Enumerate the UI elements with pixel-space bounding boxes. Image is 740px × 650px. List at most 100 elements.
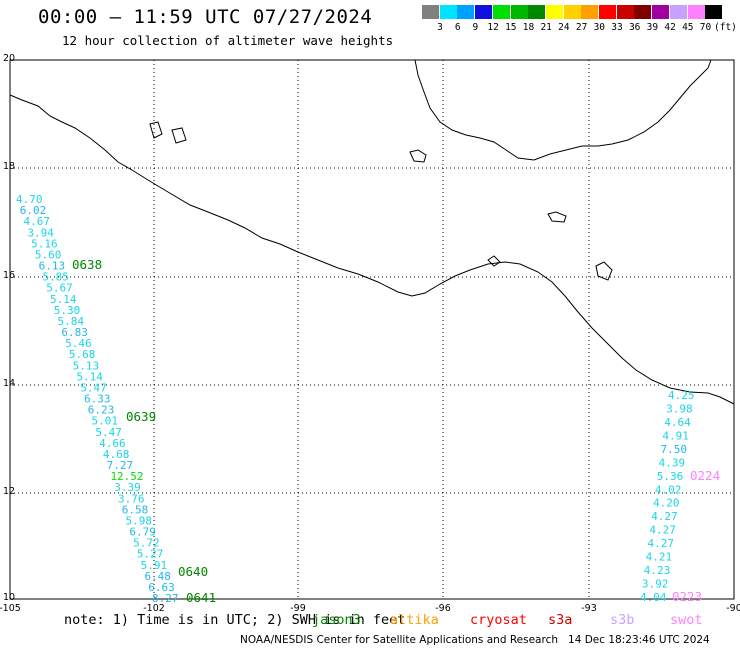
legend-label: 21 (540, 22, 552, 33)
west-track-value: 5.46 (65, 337, 92, 350)
east-track-value: 4.21 (646, 551, 673, 564)
legend-swatch (581, 5, 599, 19)
lon-tick-label: -93 (581, 603, 597, 614)
legend-unit: (ft) (714, 22, 737, 33)
map-note: note: 1) Time is in UTC; 2) SWH is in fe… (64, 612, 703, 644)
legend-label: 9 (472, 22, 479, 33)
lon-tick-label: -90 (726, 603, 740, 614)
legend-label: 15 (505, 22, 517, 33)
satellite-legend-jason3: jason3 (312, 612, 361, 628)
west-track-value: 5.85 (42, 271, 69, 284)
lon-tick-label: -105 (0, 603, 21, 614)
note-text: note: 1) Time is in UTC; 2) SWH is in fe… (64, 612, 406, 628)
east-track-time: 0223 (672, 589, 702, 604)
legend-swatch (457, 5, 475, 19)
west-track-value: 6.83 (61, 326, 87, 339)
west-track-time: 0640 (178, 564, 208, 579)
legend-label: 3 (437, 22, 443, 33)
lon-tick-label: -96 (435, 603, 451, 614)
west-track-value: 5.47 (95, 426, 122, 439)
legend-swatch (422, 5, 439, 19)
island-outline (487, 255, 501, 267)
west-track-value: 5.60 (35, 248, 62, 261)
legend-label: 30 (593, 22, 606, 33)
west-track-value: 5.14 (50, 293, 77, 306)
legend-swatch (669, 5, 687, 19)
coastline-gulf (414, 59, 712, 161)
west-track-value: 8.27 (152, 592, 179, 605)
west-track-value: 4.67 (24, 215, 51, 228)
legend-swatch (475, 5, 493, 19)
east-track-value: 3.92 (642, 578, 669, 591)
east-track-time: 0224 (690, 468, 720, 483)
legend-label: 6 (454, 22, 461, 33)
east-track-value: 4.27 (649, 524, 676, 537)
east-track-value: 7.50 (661, 443, 688, 456)
legend-label: 42 (664, 22, 676, 33)
legend-label: 12 (487, 22, 499, 33)
east-track-value: 4.64 (664, 416, 691, 429)
lat-tick-label: 12 (3, 486, 15, 497)
west-track-value: 3.94 (27, 226, 54, 239)
east-track-values: 4.253.984.644.917.504.395.364.024.204.27… (640, 389, 720, 604)
legend-swatch (545, 5, 563, 19)
east-track-value: 5.36 (657, 470, 684, 483)
lon-tick-label: -102 (143, 603, 165, 614)
west-track-value: 5.98 (126, 514, 153, 527)
satellite-legend-swot: swot (670, 612, 703, 628)
east-track-value: 4.20 (653, 497, 680, 510)
east-track-value: 4.04 (640, 591, 667, 604)
map-title: 00:00 — 11:59 UTC 07/27/2024 (38, 6, 373, 28)
east-track-value: 3.98 (666, 402, 693, 415)
lat-lon-grid (10, 60, 734, 599)
west-track-value: 6.48 (144, 570, 171, 583)
legend-swatch (439, 5, 457, 19)
satellite-legend-s3b: s3b (610, 612, 635, 628)
credit-line: NOAA/NESDIS Center for Satellite Applica… (240, 634, 710, 646)
west-track-value: 5.47 (80, 381, 107, 394)
legend-swatch (563, 5, 581, 19)
west-track-time: 0639 (126, 409, 156, 424)
west-track-value: 5.01 (92, 415, 119, 428)
legend-swatch (616, 5, 634, 19)
west-track-value: 6.13 (39, 260, 66, 273)
legend-label: 45 (682, 22, 694, 33)
west-track-value: 12.52 (110, 470, 143, 483)
west-track-value: 5.84 (58, 315, 85, 328)
west-track-time: 0641 (186, 590, 216, 605)
lat-tick-label: 14 (3, 378, 15, 389)
west-track-value: 5.91 (141, 559, 168, 572)
lat-tick-label: 18 (3, 161, 15, 172)
coastline-pacific (9, 94, 735, 405)
legend-swatch (652, 5, 670, 19)
legend-label: 70 (699, 22, 712, 33)
west-track-value: 6.33 (84, 393, 111, 406)
legend-swatch (510, 5, 528, 19)
legend-swatch (687, 5, 705, 19)
map-subtitle: 12 hour collection of altimeter wave hei… (62, 33, 394, 48)
east-track-value: 4.91 (662, 429, 689, 442)
map-frame (9, 59, 735, 600)
west-track-value: 6.02 (20, 204, 47, 217)
west-track-value: 7.27 (107, 459, 133, 472)
legend-swatch (705, 5, 723, 19)
west-track-value: 5.16 (31, 237, 58, 250)
legend-swatch (528, 5, 546, 19)
west-track-value: 5.67 (46, 282, 73, 295)
island-outline (547, 211, 567, 223)
east-track-value: 4.02 (655, 483, 682, 496)
west-track-value: 5.27 (137, 548, 164, 561)
lake-outline (409, 149, 427, 163)
west-track-value: 4.68 (103, 448, 130, 461)
island-outline (149, 121, 163, 139)
legend-swatch (634, 5, 652, 19)
west-track-value: 6.58 (122, 503, 148, 516)
east-track-value: 4.23 (644, 564, 671, 577)
west-track-value: 6.79 (129, 526, 156, 539)
legend-label: 18 (522, 22, 535, 33)
west-track-value: 5.14 (76, 370, 103, 383)
west-track-value: 6.63 (148, 581, 175, 594)
color-legend: 3 6 9 12 15 18 21 24 27 30 33 36 39 42 45 70 (ft) (422, 5, 737, 37)
west-track-value: 5.68 (69, 348, 96, 361)
